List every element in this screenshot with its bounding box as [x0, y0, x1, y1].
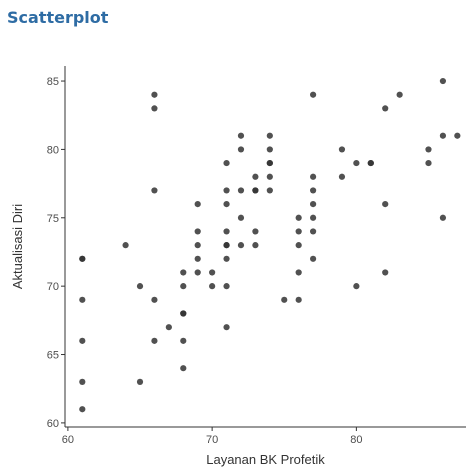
data-point: [122, 242, 129, 249]
y-tick-label: 60: [47, 418, 59, 430]
data-point: [79, 406, 86, 413]
data-point: [295, 296, 302, 303]
data-point: [266, 187, 273, 194]
data-point: [223, 159, 230, 167]
y-axis-title: Aktualisasi Diri: [10, 204, 25, 289]
data-point: [281, 296, 288, 303]
x-ticks: 60 70 80: [62, 427, 362, 446]
data-point: [180, 337, 187, 344]
x-tick-label: 80: [350, 434, 362, 446]
data-point: [295, 242, 302, 249]
data-point: [180, 269, 187, 276]
data-point: [194, 269, 201, 276]
data-point: [396, 91, 403, 98]
data-point: [295, 214, 302, 221]
data-point: [223, 201, 230, 208]
data-point: [252, 242, 259, 249]
data-point: [310, 201, 317, 208]
data-point: [266, 146, 273, 153]
y-tick-label: 80: [47, 144, 59, 156]
data-point: [310, 187, 317, 194]
data-point: [209, 283, 216, 290]
data-point: [223, 283, 230, 290]
data-point: [425, 146, 432, 153]
data-point: [439, 77, 447, 85]
x-tick-label: 60: [62, 434, 74, 446]
data-point: [353, 283, 360, 290]
data-point: [382, 201, 389, 208]
data-point: [439, 214, 447, 221]
data-point: [338, 146, 346, 153]
y-ticks: 60 65 70 75 80 85: [47, 76, 65, 430]
data-point: [223, 324, 230, 331]
data-point: [194, 242, 201, 249]
data-point: [295, 269, 302, 276]
x-axis-title: Layanan BK Profetik: [206, 452, 325, 467]
data-point: [151, 91, 158, 98]
data-point: [266, 132, 273, 139]
data-point: [223, 242, 230, 249]
data-point: [136, 283, 144, 290]
data-point: [454, 132, 461, 139]
data-point: [223, 228, 230, 235]
data-point: [223, 255, 230, 262]
data-point: [237, 187, 245, 194]
data-point: [194, 228, 201, 235]
data-point: [237, 242, 245, 249]
data-point: [180, 310, 187, 317]
data-point: [310, 173, 317, 180]
data-point: [237, 214, 245, 221]
data-point: [79, 296, 86, 303]
points-layer: [79, 77, 461, 413]
data-point: [310, 228, 317, 235]
data-point: [382, 269, 389, 276]
data-point: [252, 228, 259, 235]
data-point: [310, 214, 317, 221]
data-point: [382, 105, 389, 112]
data-point: [252, 187, 259, 194]
data-point: [338, 173, 346, 180]
panel-title: Scatterplot: [7, 8, 109, 27]
data-point: [151, 105, 158, 112]
data-point: [180, 283, 187, 290]
y-tick-label: 75: [47, 213, 59, 225]
data-point: [439, 132, 447, 139]
data-point: [295, 228, 302, 235]
data-point: [136, 378, 144, 385]
data-point: [425, 159, 432, 167]
data-point: [180, 365, 187, 372]
data-point: [209, 269, 216, 276]
data-point: [79, 337, 86, 344]
data-point: [310, 255, 317, 262]
data-point: [266, 173, 273, 180]
data-point: [194, 255, 201, 262]
y-tick-label: 85: [47, 76, 59, 88]
data-point: [353, 159, 360, 167]
data-point: [151, 337, 158, 344]
data-point: [151, 187, 158, 194]
data-point: [151, 296, 158, 303]
y-tick-label: 70: [47, 281, 59, 293]
data-point: [79, 378, 86, 385]
y-tick-label: 65: [47, 350, 59, 362]
data-point: [194, 201, 201, 208]
data-point: [237, 132, 245, 139]
data-point: [237, 146, 245, 153]
data-point: [266, 159, 273, 167]
x-tick-label: 70: [206, 434, 218, 446]
data-point: [367, 159, 374, 167]
data-point: [79, 255, 86, 262]
data-point: [252, 173, 259, 180]
data-point: [165, 324, 172, 331]
data-point: [310, 91, 317, 98]
data-point: [223, 187, 230, 194]
